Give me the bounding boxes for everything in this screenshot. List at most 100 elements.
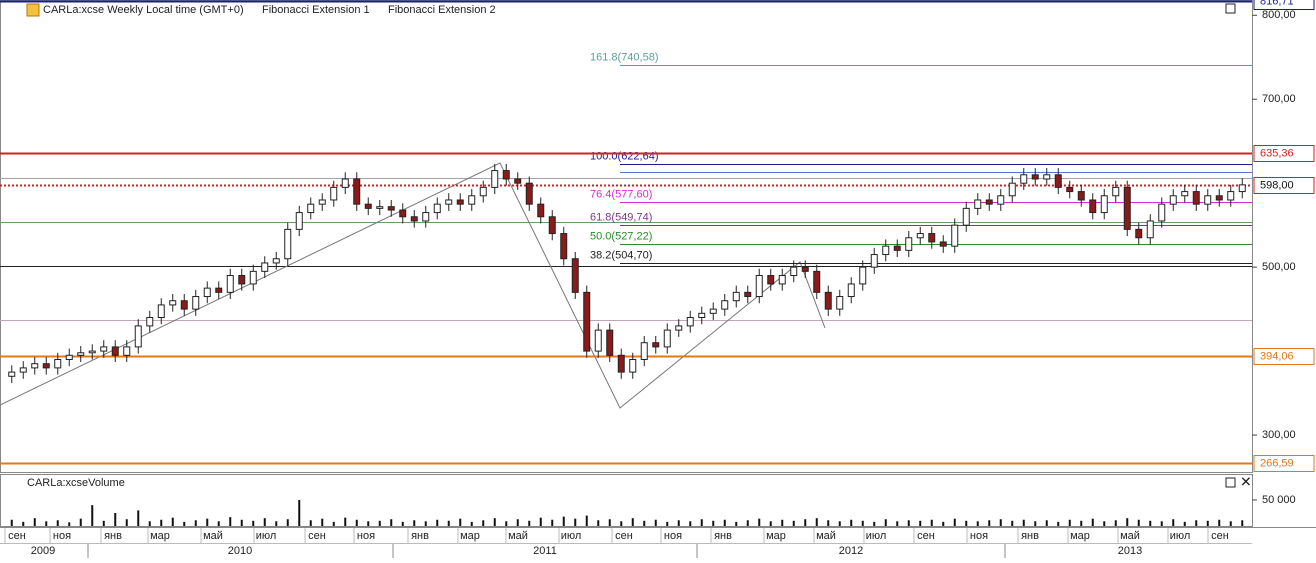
candle-body [525,182,533,205]
candle-body [548,216,556,235]
candle-body [445,199,453,205]
volume-bar [689,521,692,526]
month-label: июл [1170,530,1191,542]
volume-bar [1068,519,1071,526]
volume-title: CARLa:xcseVolume [27,477,125,489]
volume-bar [229,517,232,526]
volume-bar [1114,520,1117,526]
maximize-button[interactable] [1225,477,1236,488]
volume-bar [551,519,554,526]
year-label: 2011 [533,545,557,557]
volume-bar [332,521,335,526]
volume-bar [1091,518,1094,526]
candle-body [1066,186,1074,193]
candle-body [31,363,39,369]
volume-bar [275,521,278,526]
volume-bar [907,520,910,526]
close-button[interactable]: ✕ [1240,474,1252,490]
volume-bar [677,520,680,526]
volume-bar [712,520,715,526]
candle-body [502,170,510,180]
volume-bar [1229,521,1232,526]
candle-body [203,287,211,298]
volume-bar [148,521,151,526]
volume-bar [792,520,795,526]
chart-icon[interactable] [26,3,40,17]
candle-body [77,352,85,356]
fib-label: 38.2(504,70) [590,249,652,261]
volume-bar [781,519,784,526]
volume-bar [1045,520,1048,526]
volume-bar [850,519,853,526]
candle-body [215,287,223,293]
maximize-button[interactable] [1225,3,1236,14]
candle-body [882,245,890,256]
month-label: ноя [970,530,988,542]
candle-body [962,207,970,226]
candle-body [1100,195,1108,214]
candle-body [997,195,1005,205]
candle-body [514,178,522,184]
volume-bar [321,518,324,526]
month-label: сен [8,530,26,542]
candle-body [663,329,671,348]
month-label: янв [104,530,122,542]
candle-body [755,275,763,298]
volume-bar [1022,519,1025,526]
volume-bar [424,521,427,526]
volume-bar [33,518,36,526]
volume-bar [631,518,634,526]
volume-bar [367,521,370,526]
volume-bar [723,519,726,526]
volume-bar [585,515,588,526]
candle-body [974,199,982,209]
symbol: CARLa:xcse Weekly Local time (GMT+0) [43,4,244,16]
volume-bar [114,512,117,526]
candle-body [238,275,246,285]
month-label: сен [615,530,633,542]
y-tick-label: 500,00 [1262,261,1296,273]
candle-body [617,354,625,373]
volume-bar [459,518,462,526]
volume-bar [22,521,25,526]
level-tag [1253,455,1315,472]
level-tag [1253,145,1315,162]
volume-bar [68,522,71,526]
volume-bar [769,521,772,526]
level-label: 266,59 [1260,457,1294,469]
month-label: июл [866,530,887,542]
y-tick-label: 300,00 [1262,429,1296,441]
candle-body [870,254,878,268]
candle-body [813,270,821,293]
candle-body [1227,191,1235,201]
candle-body [157,304,165,319]
level-label: 635,36 [1260,147,1294,159]
month-label: ноя [53,530,71,542]
volume-bar [965,520,968,526]
candle-body [111,346,119,356]
volume-bar [171,517,174,526]
volume-bar [263,518,266,526]
volume-bar [137,510,140,526]
candle-body [1238,184,1246,193]
candle-body [594,329,602,352]
volume-bar [597,520,600,526]
level-label: 394,06 [1260,350,1294,362]
volume-bar [516,519,519,526]
volume-bar [344,517,347,526]
tool-menu[interactable]: Fibonacci Extension 2 [388,4,496,16]
candle-body [54,358,62,369]
month-label: май [508,530,528,542]
volume-bar [378,520,381,526]
volume-bar [125,519,128,526]
level-label: 816,71 [1260,0,1294,7]
candle-body [364,203,372,209]
volume-bar [700,519,703,526]
volume-bar [988,520,991,526]
tool-menu[interactable]: Fibonacci Extension 1 [262,4,370,16]
level-label: 598,00 [1260,179,1294,191]
volume-bar [240,519,243,526]
candle-body [767,275,775,285]
